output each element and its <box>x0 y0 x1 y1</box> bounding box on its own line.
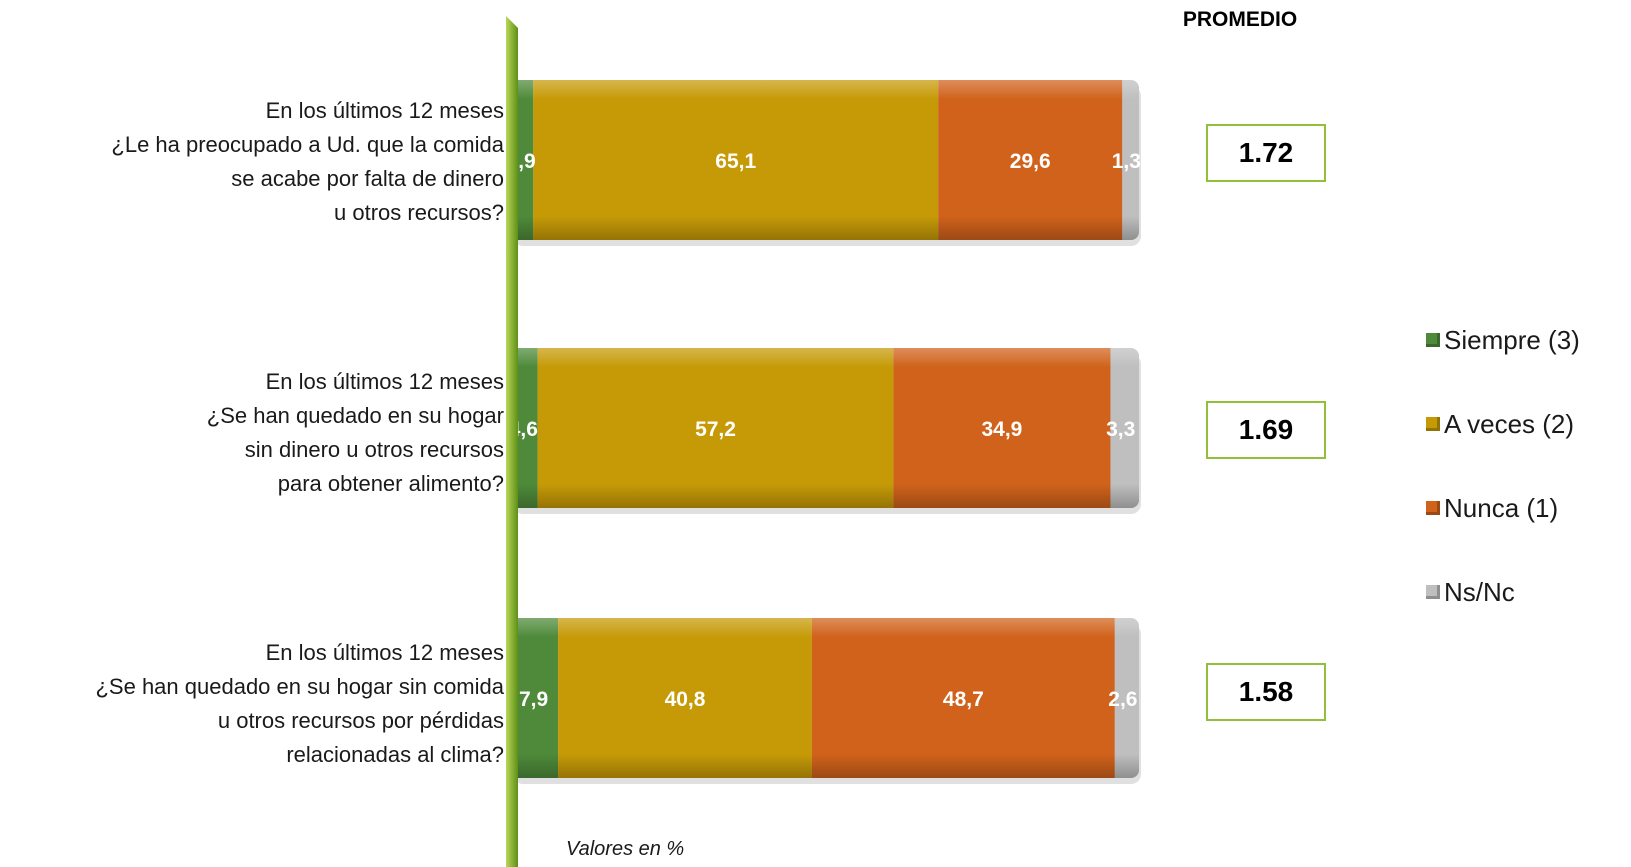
legend-swatch-a-veces <box>1426 417 1440 431</box>
question-2-line-1: En los últimos 12 meses <box>265 369 504 394</box>
question-3-line-3: u otros recursos por pérdidas <box>217 708 504 733</box>
promedio-value-1: 1.72 <box>1206 124 1326 182</box>
bar-sheen-3 <box>509 618 1131 778</box>
data-label-a-veces-2: 57,2 <box>695 418 736 441</box>
promedio-value-3: 1.58 <box>1206 663 1326 721</box>
question-1-line-3: se acabe por falta de dinero <box>231 166 504 191</box>
bar-end-cap-sheen-2 <box>1123 348 1139 508</box>
question-label-1: En los últimos 12 meses ¿Le ha preocupad… <box>0 94 504 230</box>
question-2-line-3: sin dinero u otros recursos <box>244 437 504 462</box>
question-3-line-1: En los últimos 12 meses <box>265 640 504 665</box>
question-1-line-4: u otros recursos? <box>334 200 504 225</box>
category-axis <box>506 16 518 867</box>
question-label-3: En los últimos 12 meses ¿Se han quedado … <box>0 636 504 772</box>
legend-label-siempre: Siempre (3) <box>1444 324 1580 355</box>
legend-item-a-veces: A veces (2) <box>1426 404 1580 444</box>
question-3-line-4: relacionadas al clima? <box>286 742 504 767</box>
data-label-nunca-1: 29,6 <box>1010 150 1051 173</box>
legend-item-siempre: Siempre (3) <box>1426 320 1580 360</box>
legend-swatch-ns-nc <box>1426 585 1440 599</box>
bar-end-cap-sheen-3 <box>1123 618 1139 778</box>
data-label-siempre-3: 7,9 <box>519 688 548 711</box>
legend-item-ns-nc: Ns/Nc <box>1426 572 1580 612</box>
promedio-header: PROMEDIO <box>1182 8 1298 31</box>
legend-label-ns-nc: Ns/Nc <box>1444 576 1515 607</box>
legend-swatch-siempre <box>1426 333 1440 347</box>
legend: Siempre (3) A veces (2) Nunca (1) Ns/Nc <box>1426 320 1580 656</box>
data-label-nunca-3: 48,7 <box>943 688 984 711</box>
legend-item-nunca: Nunca (1) <box>1426 488 1580 528</box>
bar-sheen-1 <box>509 80 1131 240</box>
question-1-line-1: En los últimos 12 meses <box>265 98 504 123</box>
legend-label-a-veces: A veces (2) <box>1444 408 1575 439</box>
data-label-ns-nc-1: 1,3 <box>1112 150 1141 173</box>
legend-label-nunca: Nunca (1) <box>1444 492 1559 523</box>
question-3-line-2: ¿Se han quedado en su hogar sin comida <box>95 674 504 699</box>
data-label-nunca-2: 34,9 <box>981 418 1022 441</box>
bar-end-cap-sheen-1 <box>1123 80 1139 240</box>
question-1-line-2: ¿Le ha preocupado a Ud. que la comida <box>111 132 504 157</box>
footnote: Valores en % <box>566 838 685 860</box>
question-2-line-4: para obtener alimento? <box>277 471 504 496</box>
data-label-a-veces-3: 40,8 <box>665 688 706 711</box>
bar-sheen-2 <box>509 348 1131 508</box>
data-label-a-veces-1: 65,1 <box>715 150 756 173</box>
data-label-ns-nc-2: 3,3 <box>1106 418 1135 441</box>
question-label-2: En los últimos 12 meses ¿Se han quedado … <box>0 365 504 501</box>
legend-swatch-nunca <box>1426 501 1440 515</box>
data-label-ns-nc-3: 2,6 <box>1108 688 1137 711</box>
promedio-value-2: 1.69 <box>1206 401 1326 459</box>
question-2-line-2: ¿Se han quedado en su hogar <box>206 403 504 428</box>
